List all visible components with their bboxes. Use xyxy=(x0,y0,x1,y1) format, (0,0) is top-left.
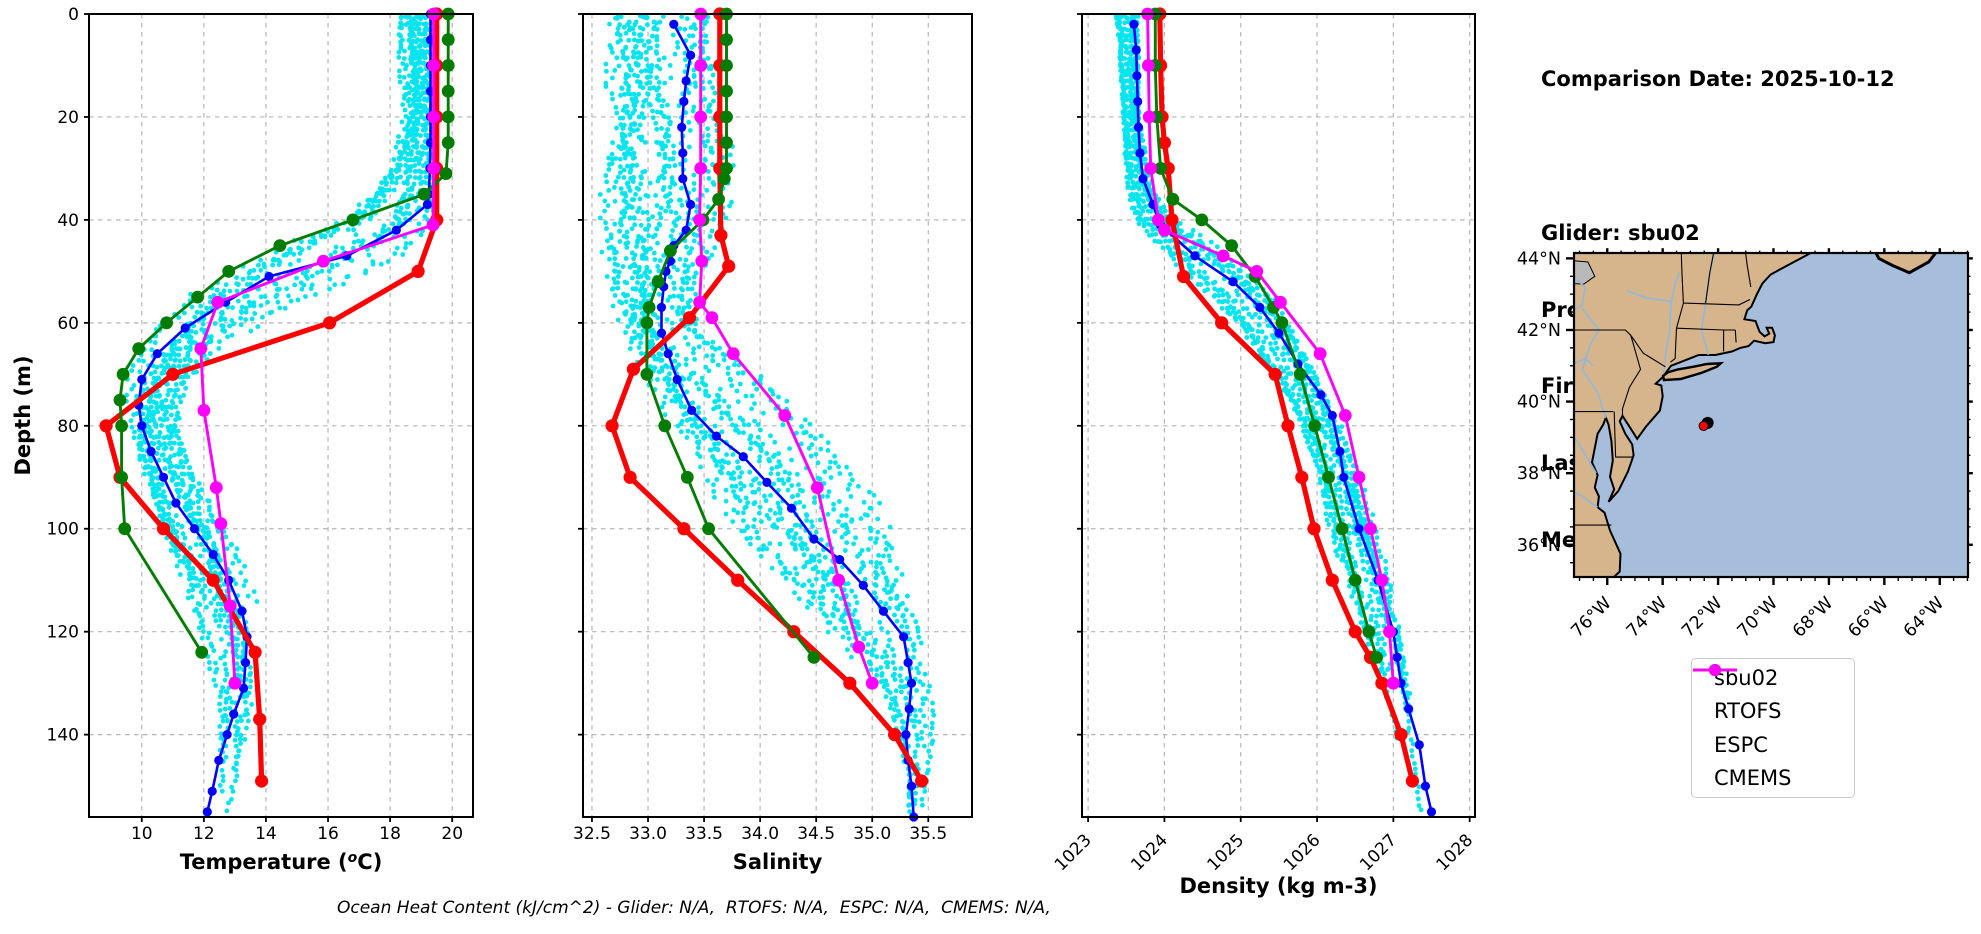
map-lon-label: 68°W xyxy=(1789,593,1837,641)
depth-tick-label: 140 xyxy=(47,726,79,746)
x-axis-label: Salinity xyxy=(733,850,823,874)
x-tick-label: 35.5 xyxy=(909,824,947,844)
map-lon-label: 70°W xyxy=(1734,593,1782,641)
x-tick-label: 34.0 xyxy=(741,824,779,844)
state-border xyxy=(1621,335,1642,416)
state-border xyxy=(1705,253,1715,304)
x-tick-label: 34.5 xyxy=(797,824,835,844)
river-line xyxy=(1626,289,1672,303)
profile-plots: 0 20 40 60 80 100 120 140 10 12 14 16 18 20 Temperatur… xyxy=(11,5,1477,898)
state-border xyxy=(1630,334,1666,368)
mainland-landmass xyxy=(1574,253,1813,577)
ocean-heat-content-text: Ocean Heat Content (kJ/cm^2) - Glider: N… xyxy=(337,898,1051,918)
state-border xyxy=(1574,329,1632,336)
x-tick-label: 1023 xyxy=(1051,830,1096,875)
location-map: 44°N 42°N 40°N 38°N 36°N 76°W 74°W 72°W 70°W 68°W… xyxy=(1517,248,1973,642)
x-tick-label: 35.0 xyxy=(853,824,891,844)
map-lon-label: 76°W xyxy=(1567,593,1615,641)
depth-tick-label: 80 xyxy=(57,417,79,437)
map-lat-label: 40°N xyxy=(1517,393,1561,413)
series-cmems xyxy=(194,7,440,690)
axes-frame xyxy=(1081,13,1476,818)
series-rtofs xyxy=(99,7,444,788)
map-body xyxy=(1574,253,1968,577)
depth-tick-label: 20 xyxy=(57,108,79,128)
x-tick-label: 1024 xyxy=(1127,830,1172,875)
glider-name-text: Glider: sbu02 xyxy=(1541,220,1700,245)
x-tick-label: 1027 xyxy=(1356,830,1401,875)
depth-tick-label: 0 xyxy=(68,5,79,25)
x-tick-label: 10 xyxy=(131,824,153,844)
x-axis-label: Density (kg m-3) xyxy=(1179,874,1377,898)
depth-tick-label: 60 xyxy=(57,314,79,334)
map-lat-label: 38°N xyxy=(1517,464,1561,484)
legend-label: ESPC xyxy=(1714,732,1768,757)
map-lat-label: 42°N xyxy=(1517,321,1561,341)
long-island xyxy=(1661,361,1725,382)
x-tick-label: 20 xyxy=(441,824,463,844)
x-tick-label: 12 xyxy=(193,824,215,844)
state-border xyxy=(1613,411,1634,458)
x-tick-label: 33.5 xyxy=(685,824,723,844)
state-border xyxy=(1734,329,1737,343)
plot-area xyxy=(583,14,972,817)
legend: sbu02 RTOFS ESPC CMEMS xyxy=(1691,658,1855,798)
river-line xyxy=(1581,308,1607,418)
map-lat-label: 36°N xyxy=(1517,536,1561,556)
axes-frame xyxy=(582,13,973,818)
map-lat-label: 44°N xyxy=(1517,249,1561,269)
river-line xyxy=(1574,279,1586,311)
info-spacer xyxy=(1541,144,1895,170)
legend-item-rtofs: RTOFS xyxy=(1692,664,1854,727)
glider-position-marker xyxy=(1698,420,1709,432)
comparison-date-text: Comparison Date: 2025-10-12 xyxy=(1541,67,1895,92)
x-tick-label: 16 xyxy=(317,824,339,844)
state-border xyxy=(1683,299,1751,306)
series-espc xyxy=(113,7,455,659)
map-frame xyxy=(1572,251,1970,579)
glider-scatter-points xyxy=(597,13,937,814)
x-tick-label: 18 xyxy=(379,824,401,844)
x-tick-label: 1028 xyxy=(1432,830,1477,875)
map-lon-label: 74°W xyxy=(1623,593,1671,641)
depth-tick-label: 40 xyxy=(57,211,79,231)
map-lon-label: 64°W xyxy=(1900,593,1948,641)
depth-tick-label: 120 xyxy=(47,623,79,643)
depth-tick-label: 100 xyxy=(47,520,79,540)
series-cmems xyxy=(693,7,879,690)
legend-line-icon xyxy=(1693,664,1737,676)
map-lon-label: 66°W xyxy=(1845,593,1893,641)
legend-item-espc: ESPC xyxy=(1692,664,1854,761)
y-axis-label: Depth (m) xyxy=(11,355,35,475)
state-border xyxy=(1670,253,1684,363)
x-axis-label: Temperature (oC) xyxy=(180,850,383,874)
river-line xyxy=(1574,437,1597,474)
x-tick-label: 1025 xyxy=(1204,830,1249,875)
axes-frame xyxy=(88,13,474,818)
series-cmems xyxy=(1141,7,1400,690)
legend-label: RTOFS xyxy=(1714,699,1782,724)
x-tick-label: 1026 xyxy=(1280,830,1325,875)
temperature-chart: 0 20 40 60 80 100 120 140 10 12 14 16 18 20 Temperatur… xyxy=(11,5,474,874)
nova-scotia xyxy=(1874,253,1938,275)
plot-area xyxy=(1082,14,1475,817)
river-line xyxy=(1662,272,1681,377)
salinity-chart: 32.5 33.0 33.5 34.0 34.5 35.0 35.5 Salinity xyxy=(573,7,973,874)
map-lon-label: 72°W xyxy=(1678,593,1726,641)
legend-label: CMEMS xyxy=(1714,766,1792,791)
river-line xyxy=(1574,490,1599,508)
x-tick-label: 32.5 xyxy=(573,824,611,844)
x-tick-label: 14 xyxy=(255,824,277,844)
state-border xyxy=(1745,253,1752,288)
legend-item-cmems: CMEMS xyxy=(1692,664,1854,794)
x-tick-label: 33.0 xyxy=(629,824,667,844)
density-chart: 1023 1024 1025 1026 1027 1028 Density (kg m-3) xyxy=(1051,7,1477,898)
